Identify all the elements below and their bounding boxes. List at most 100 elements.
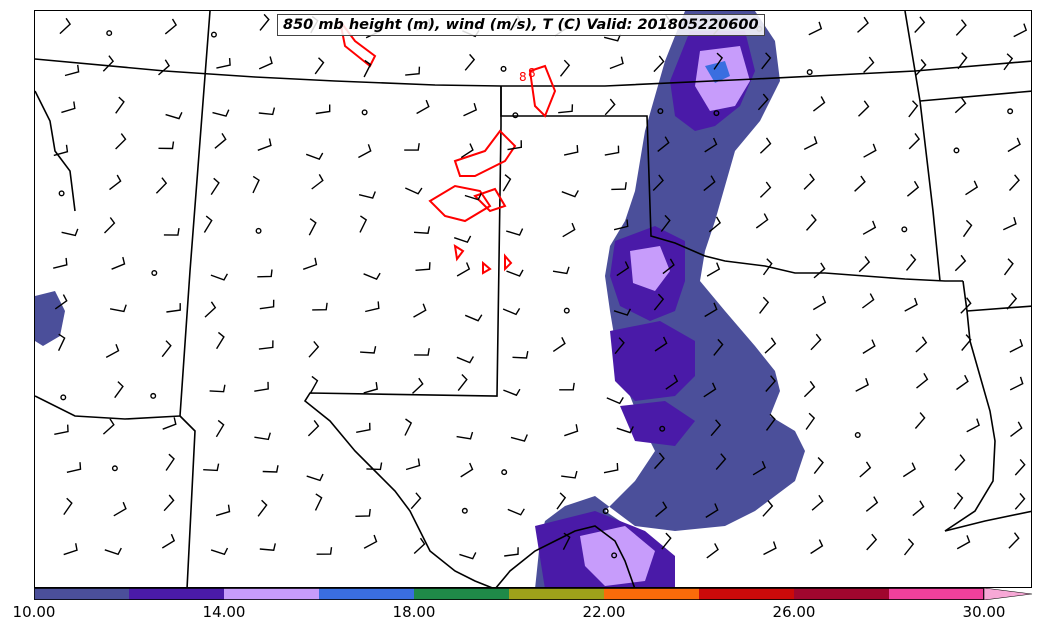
wind-barb [803, 173, 815, 190]
colorbar-segment [509, 588, 605, 600]
wind-barb [902, 462, 916, 478]
wind-barb [309, 375, 319, 394]
wind-barb [863, 143, 877, 158]
wind-barb [258, 340, 274, 350]
wind-barb [507, 140, 523, 151]
wind-barb [457, 374, 468, 392]
wind-patch-west [35, 291, 65, 346]
contour-line [453, 129, 517, 177]
wind-calm-circle [563, 307, 570, 314]
colorbar-segment [129, 588, 225, 600]
wind-barb [165, 453, 175, 471]
colorbar-tick-label: 14.00 [202, 603, 246, 621]
wind-calm-circle [854, 431, 861, 438]
wind-barb [210, 177, 220, 195]
wind-barb [865, 496, 879, 512]
wind-barb [305, 152, 324, 160]
wind-calm-circle [106, 30, 113, 37]
wind-calm-circle [611, 552, 618, 559]
wind-barb [706, 543, 719, 559]
wind-barb [915, 336, 928, 353]
wind-barb [811, 494, 824, 511]
wind-barb [808, 21, 823, 36]
wind-barb [954, 97, 967, 114]
wind-barb [956, 535, 971, 550]
wind-barb [857, 16, 869, 33]
wind-barb [704, 137, 718, 153]
wind-barb [161, 533, 176, 549]
wind-barb [866, 533, 878, 551]
wind-barb [908, 132, 921, 150]
wind-barb [505, 228, 524, 236]
wind-calm-circle [210, 31, 217, 38]
wind-barb [757, 93, 769, 111]
wind-barb [66, 462, 82, 473]
wind-barb [252, 175, 260, 194]
wind-barb [413, 226, 431, 234]
wind-calm-circle [953, 147, 960, 154]
wind-barb [562, 222, 576, 238]
wind-barb [215, 504, 231, 517]
wind-barb [456, 262, 471, 277]
wind-barb [61, 101, 76, 114]
wind-barb [1003, 216, 1017, 231]
wind-barb [158, 59, 171, 76]
colorbar-segment [794, 588, 890, 600]
contour-line [473, 187, 507, 213]
wind-barb [355, 508, 371, 517]
wind-barb [904, 297, 918, 312]
colorbar-extend-arrow [983, 588, 1033, 600]
contour-line [528, 64, 557, 118]
wind-calm-circle [500, 65, 507, 72]
wind-barb [906, 180, 920, 197]
wind-barb [314, 57, 325, 75]
wind-barb [1003, 53, 1014, 71]
wind-barb [259, 543, 276, 551]
contour-line [504, 253, 513, 272]
wind-barb [54, 424, 69, 435]
wind-barb [308, 340, 320, 358]
wind-barb [803, 380, 816, 398]
wind-barb [54, 294, 68, 310]
wind-barb [257, 138, 272, 151]
wind-calm-circle [501, 469, 508, 476]
wind-barb [1008, 174, 1020, 191]
wind-barb [759, 181, 772, 198]
wind-barb [464, 192, 482, 201]
wind-barb [257, 269, 273, 278]
wind-barb [507, 508, 525, 516]
wind-barb [464, 314, 483, 322]
wind-barb [311, 174, 324, 190]
wind-barb [456, 356, 475, 364]
wind-barb [961, 334, 972, 351]
wind-barb [360, 346, 377, 354]
wind-barb [561, 470, 578, 479]
contour-labels: 8 8 [519, 66, 536, 84]
colorbar-tick-label: 26.00 [772, 603, 816, 621]
wind-barb [258, 56, 273, 70]
wind-barb [613, 219, 629, 231]
wind-barb [703, 382, 717, 398]
wind-barb [215, 419, 225, 438]
wind-barb [456, 431, 474, 440]
wind-barb [705, 503, 719, 518]
wind-barb [863, 56, 875, 73]
wind-barb [603, 34, 622, 42]
wind-calm-circle [60, 394, 67, 401]
wind-calm-circle [602, 508, 609, 515]
wind-barb [212, 109, 230, 117]
wind-barb [1008, 532, 1020, 549]
wind-barb [763, 541, 777, 556]
wind-calm-circle [901, 226, 908, 233]
wind-barb [653, 452, 665, 470]
wind-barb [262, 465, 279, 473]
wind-barb [210, 273, 229, 281]
wind-barb [956, 374, 969, 391]
wind-barb [761, 52, 772, 70]
wind-barb [616, 426, 634, 434]
contour-line [428, 184, 492, 223]
wind-barb [102, 418, 115, 435]
wind-barb [762, 500, 774, 517]
wind-barb [655, 501, 668, 518]
wind-barb [559, 59, 571, 77]
